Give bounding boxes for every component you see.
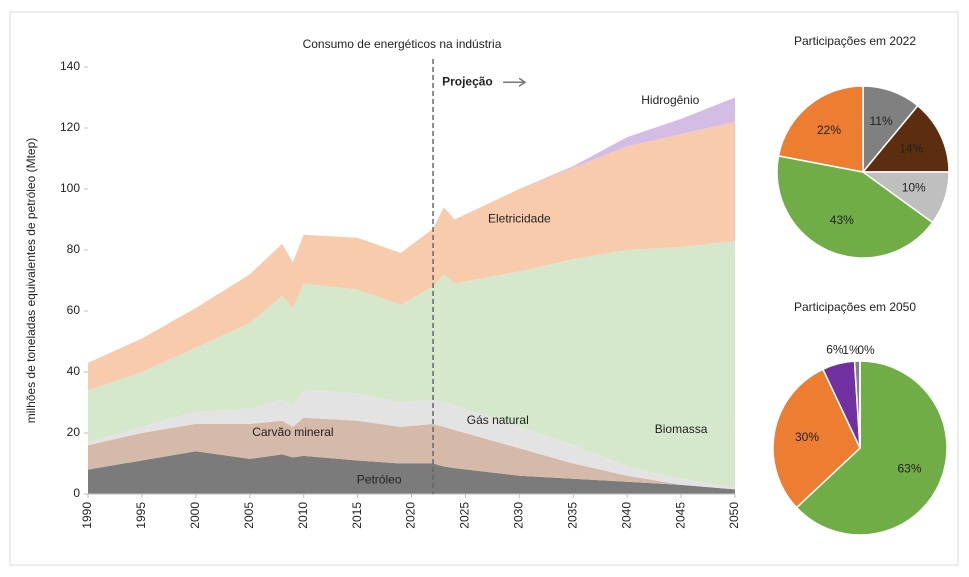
chart-title: Participações em 2050 [794, 300, 916, 314]
x-tick-label: 1990 [80, 502, 94, 529]
x-tick-label: 2005 [242, 502, 256, 529]
pie-label: 14% [899, 141, 923, 155]
y-tick-label: 0 [73, 486, 80, 500]
pie-slice [776, 155, 934, 259]
pie-slice [777, 85, 864, 173]
chart-title: Consumo de energéticos na indústria [303, 37, 502, 51]
series-label: Hidrogênio [641, 93, 699, 107]
x-tick-label: 2035 [565, 502, 579, 529]
x-tick-label: 2000 [188, 502, 202, 529]
pie-label: 11% [869, 114, 892, 128]
x-tick-label: 2015 [350, 502, 364, 529]
y-tick-label: 20 [67, 425, 81, 439]
x-tick-label: 2030 [512, 502, 526, 529]
y-tick-label: 100 [60, 181, 80, 195]
pie-label: 0% [857, 343, 875, 357]
x-tick-label: 2050 [727, 502, 741, 529]
y-axis-label: milhões de toneladas equivalentes de pet… [24, 138, 38, 424]
area [88, 417, 735, 490]
pie-label: 63% [897, 462, 921, 476]
series-label: Gás natural [467, 413, 529, 427]
series-label: Eletricidade [488, 212, 551, 226]
annotation: Projeção [442, 74, 493, 88]
pie-label: 1% [842, 343, 860, 357]
series-label: Biomassa [655, 422, 708, 436]
pie-label: 30% [795, 430, 819, 444]
area [88, 240, 735, 488]
area [88, 390, 735, 490]
pie-label: 10% [902, 181, 926, 195]
area [88, 451, 735, 494]
pie-label: 6% [826, 342, 844, 356]
x-tick-label: 2045 [673, 502, 687, 529]
y-tick-label: 40 [67, 364, 81, 378]
x-tick-label: 2020 [404, 502, 418, 529]
x-tick-label: 2010 [296, 502, 310, 529]
area [88, 121, 735, 391]
pie-slice [772, 368, 861, 509]
y-tick-label: 60 [67, 303, 81, 317]
pie-slice [795, 360, 948, 536]
series-label: Carvão mineral [252, 425, 333, 439]
arrow [503, 77, 527, 87]
y-tick-label: 120 [60, 120, 80, 134]
series-label: Petróleo [357, 472, 402, 486]
pie-label: 43% [830, 213, 854, 227]
x-tick-label: 2025 [458, 502, 472, 529]
y-tick-label: 80 [67, 242, 81, 256]
x-tick-label: 2040 [619, 502, 633, 529]
x-tick-label: 1995 [134, 502, 148, 529]
chart-title: Participações em 2022 [794, 34, 916, 48]
y-tick-label: 140 [60, 59, 80, 73]
pie-slice [861, 104, 950, 173]
pie-label: 22% [817, 123, 841, 137]
area [88, 97, 735, 363]
